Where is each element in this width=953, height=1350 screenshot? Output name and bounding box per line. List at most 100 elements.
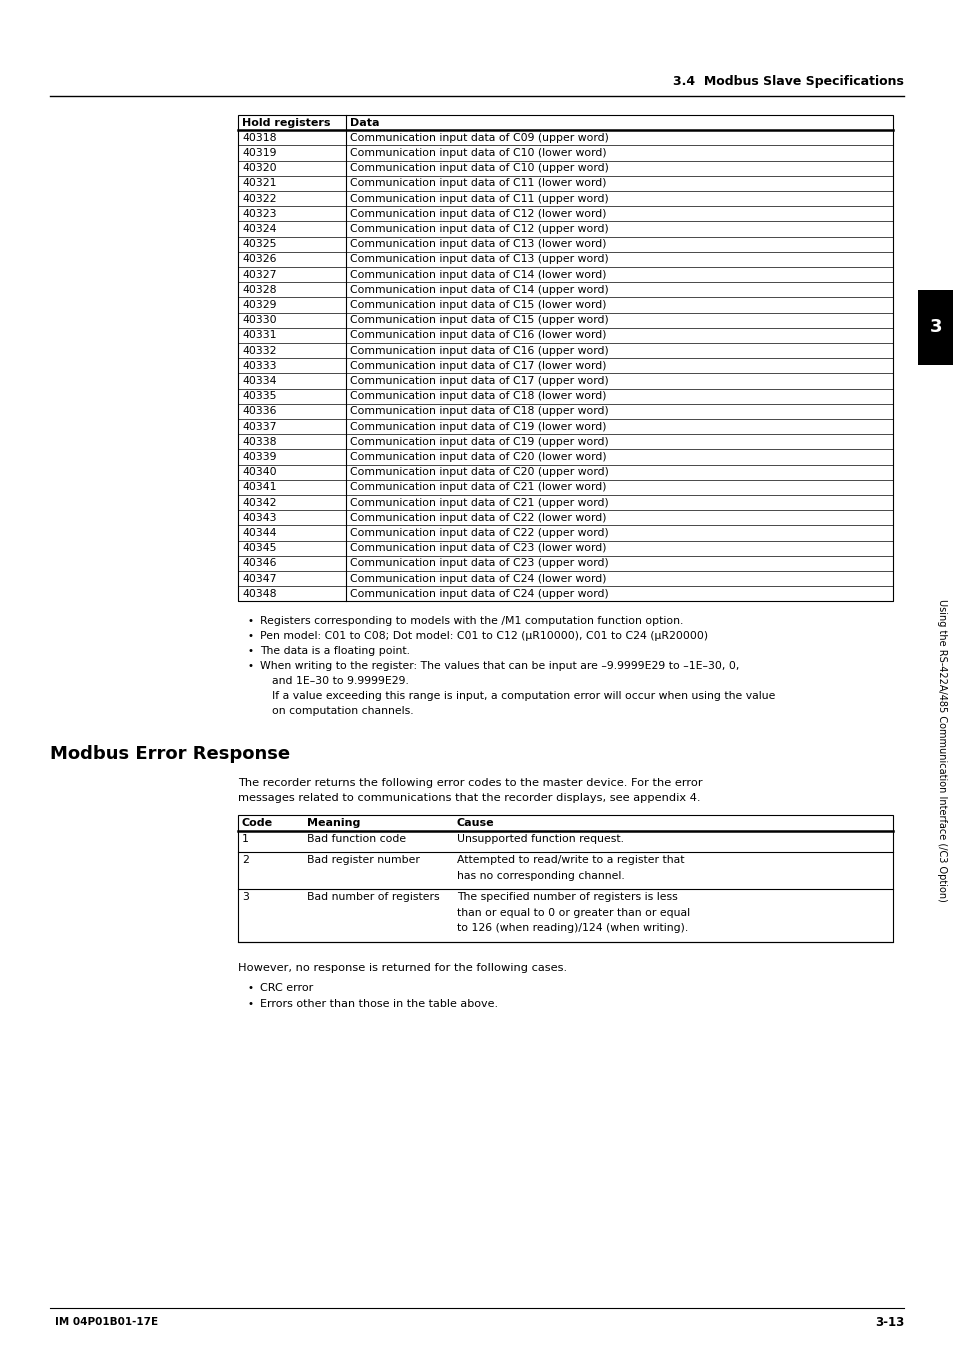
Text: However, no response is returned for the following cases.: However, no response is returned for the…	[237, 963, 566, 973]
Text: 40323: 40323	[242, 209, 276, 219]
Text: When writing to the register: The values that can be input are –9.9999E29 to –1E: When writing to the register: The values…	[260, 662, 739, 671]
Text: 40338: 40338	[242, 437, 276, 447]
Text: Communication input data of C22 (lower word): Communication input data of C22 (lower w…	[350, 513, 606, 522]
Text: 40347: 40347	[242, 574, 276, 583]
Text: Communication input data of C12 (upper word): Communication input data of C12 (upper w…	[350, 224, 608, 234]
Text: •: •	[248, 617, 253, 626]
Text: Communication input data of C19 (lower word): Communication input data of C19 (lower w…	[350, 421, 606, 432]
Text: 2: 2	[242, 856, 249, 865]
Text: 40327: 40327	[242, 270, 276, 279]
Text: 3-13: 3-13	[874, 1315, 903, 1328]
Text: Data: Data	[350, 117, 379, 128]
Text: IM 04P01B01-17E: IM 04P01B01-17E	[55, 1318, 158, 1327]
Text: Communication input data of C17 (upper word): Communication input data of C17 (upper w…	[350, 377, 608, 386]
Text: Communication input data of C10 (upper word): Communication input data of C10 (upper w…	[350, 163, 608, 173]
Text: Meaning: Meaning	[307, 818, 360, 828]
Text: 40324: 40324	[242, 224, 276, 234]
Text: •: •	[248, 632, 253, 641]
Text: 40331: 40331	[242, 331, 276, 340]
Text: •: •	[248, 662, 253, 671]
Text: 40329: 40329	[242, 300, 276, 310]
Text: Communication input data of C24 (upper word): Communication input data of C24 (upper w…	[350, 589, 608, 599]
Text: Unsupported function request.: Unsupported function request.	[456, 834, 623, 844]
Text: messages related to communications that the recorder displays, see appendix 4.: messages related to communications that …	[237, 794, 700, 803]
Text: Code: Code	[242, 818, 273, 828]
Text: If a value exceeding this range is input, a computation error will occur when us: If a value exceeding this range is input…	[272, 691, 775, 702]
Bar	[237, 815, 892, 942]
Text: Using the RS-422A/485 Communication Interface (/C3 Option): Using the RS-422A/485 Communication Inte…	[936, 598, 946, 902]
Text: Bad register number: Bad register number	[307, 856, 419, 865]
Text: Communication input data of C21 (lower word): Communication input data of C21 (lower w…	[350, 482, 606, 493]
Text: 40328: 40328	[242, 285, 276, 294]
Text: to 126 (when reading)/124 (when writing).: to 126 (when reading)/124 (when writing)…	[456, 923, 687, 933]
Text: Communication input data of C23 (upper word): Communication input data of C23 (upper w…	[350, 559, 608, 568]
Text: Bad number of registers: Bad number of registers	[307, 892, 439, 902]
Text: 40321: 40321	[242, 178, 276, 189]
Text: •: •	[248, 983, 253, 992]
Text: on computation channels.: on computation channels.	[272, 706, 414, 717]
Text: •: •	[248, 999, 253, 1008]
Text: 40333: 40333	[242, 360, 276, 371]
Text: Communication input data of C14 (lower word): Communication input data of C14 (lower w…	[350, 270, 606, 279]
Text: Communication input data of C15 (lower word): Communication input data of C15 (lower w…	[350, 300, 606, 310]
Text: Communication input data of C17 (lower word): Communication input data of C17 (lower w…	[350, 360, 606, 371]
Text: 40335: 40335	[242, 392, 276, 401]
Text: Communication input data of C24 (lower word): Communication input data of C24 (lower w…	[350, 574, 606, 583]
Text: 40345: 40345	[242, 543, 276, 554]
Text: 40322: 40322	[242, 193, 276, 204]
Text: Communication input data of C20 (upper word): Communication input data of C20 (upper w…	[350, 467, 608, 477]
Text: Modbus Error Response: Modbus Error Response	[50, 745, 290, 763]
Text: Hold registers: Hold registers	[242, 117, 330, 128]
Text: 40337: 40337	[242, 421, 276, 432]
Text: Pen model: C01 to C08; Dot model: C01 to C12 (μR10000), C01 to C24 (μR20000): Pen model: C01 to C08; Dot model: C01 to…	[260, 632, 707, 641]
Text: Cause: Cause	[456, 818, 494, 828]
Text: than or equal to 0 or greater than or equal: than or equal to 0 or greater than or eq…	[456, 909, 689, 918]
Text: Communication input data of C22 (upper word): Communication input data of C22 (upper w…	[350, 528, 608, 539]
Text: CRC error: CRC error	[260, 983, 313, 992]
Text: The recorder returns the following error codes to the master device. For the err: The recorder returns the following error…	[237, 779, 702, 788]
Text: Communication input data of C13 (upper word): Communication input data of C13 (upper w…	[350, 254, 608, 265]
Text: 3: 3	[242, 892, 249, 902]
Text: 40332: 40332	[242, 346, 276, 355]
Text: 40342: 40342	[242, 498, 276, 508]
Text: 3: 3	[929, 319, 942, 336]
Text: Registers corresponding to models with the /M1 computation function option.: Registers corresponding to models with t…	[260, 617, 682, 626]
Text: 40343: 40343	[242, 513, 276, 522]
Text: Communication input data of C19 (upper word): Communication input data of C19 (upper w…	[350, 437, 608, 447]
Text: Communication input data of C09 (upper word): Communication input data of C09 (upper w…	[350, 132, 608, 143]
Text: Bad function code: Bad function code	[307, 834, 406, 844]
Text: Communication input data of C13 (lower word): Communication input data of C13 (lower w…	[350, 239, 606, 250]
Text: 40336: 40336	[242, 406, 276, 416]
Text: Communication input data of C11 (lower word): Communication input data of C11 (lower w…	[350, 178, 606, 189]
Text: 40326: 40326	[242, 254, 276, 265]
Text: Attempted to read/write to a register that: Attempted to read/write to a register th…	[456, 856, 684, 865]
Text: Communication input data of C15 (upper word): Communication input data of C15 (upper w…	[350, 315, 608, 325]
Text: 40334: 40334	[242, 377, 276, 386]
Text: 40318: 40318	[242, 132, 276, 143]
Bar	[237, 115, 892, 601]
Text: 40341: 40341	[242, 482, 276, 493]
Text: 40325: 40325	[242, 239, 276, 250]
Text: Communication input data of C18 (upper word): Communication input data of C18 (upper w…	[350, 406, 608, 416]
Text: and 1E–30 to 9.9999E29.: and 1E–30 to 9.9999E29.	[272, 676, 409, 686]
Text: Communication input data of C20 (lower word): Communication input data of C20 (lower w…	[350, 452, 606, 462]
Text: Communication input data of C11 (upper word): Communication input data of C11 (upper w…	[350, 193, 608, 204]
Text: Communication input data of C14 (upper word): Communication input data of C14 (upper w…	[350, 285, 608, 294]
Bar	[917, 290, 953, 364]
Text: has no corresponding channel.: has no corresponding channel.	[456, 871, 624, 882]
Text: Errors other than those in the table above.: Errors other than those in the table abo…	[260, 999, 497, 1008]
Text: 40348: 40348	[242, 589, 276, 599]
Text: 40346: 40346	[242, 559, 276, 568]
Text: Communication input data of C23 (lower word): Communication input data of C23 (lower w…	[350, 543, 606, 554]
Text: 1: 1	[242, 834, 249, 844]
Text: 40340: 40340	[242, 467, 276, 477]
Text: The data is a floating point.: The data is a floating point.	[260, 647, 410, 656]
Text: Communication input data of C16 (lower word): Communication input data of C16 (lower w…	[350, 331, 606, 340]
Text: 40344: 40344	[242, 528, 276, 539]
Text: •: •	[248, 647, 253, 656]
Text: Communication input data of C21 (upper word): Communication input data of C21 (upper w…	[350, 498, 608, 508]
Text: 3.4  Modbus Slave Specifications: 3.4 Modbus Slave Specifications	[673, 76, 903, 89]
Text: Communication input data of C12 (lower word): Communication input data of C12 (lower w…	[350, 209, 606, 219]
Text: 40319: 40319	[242, 148, 276, 158]
Text: 40330: 40330	[242, 315, 276, 325]
